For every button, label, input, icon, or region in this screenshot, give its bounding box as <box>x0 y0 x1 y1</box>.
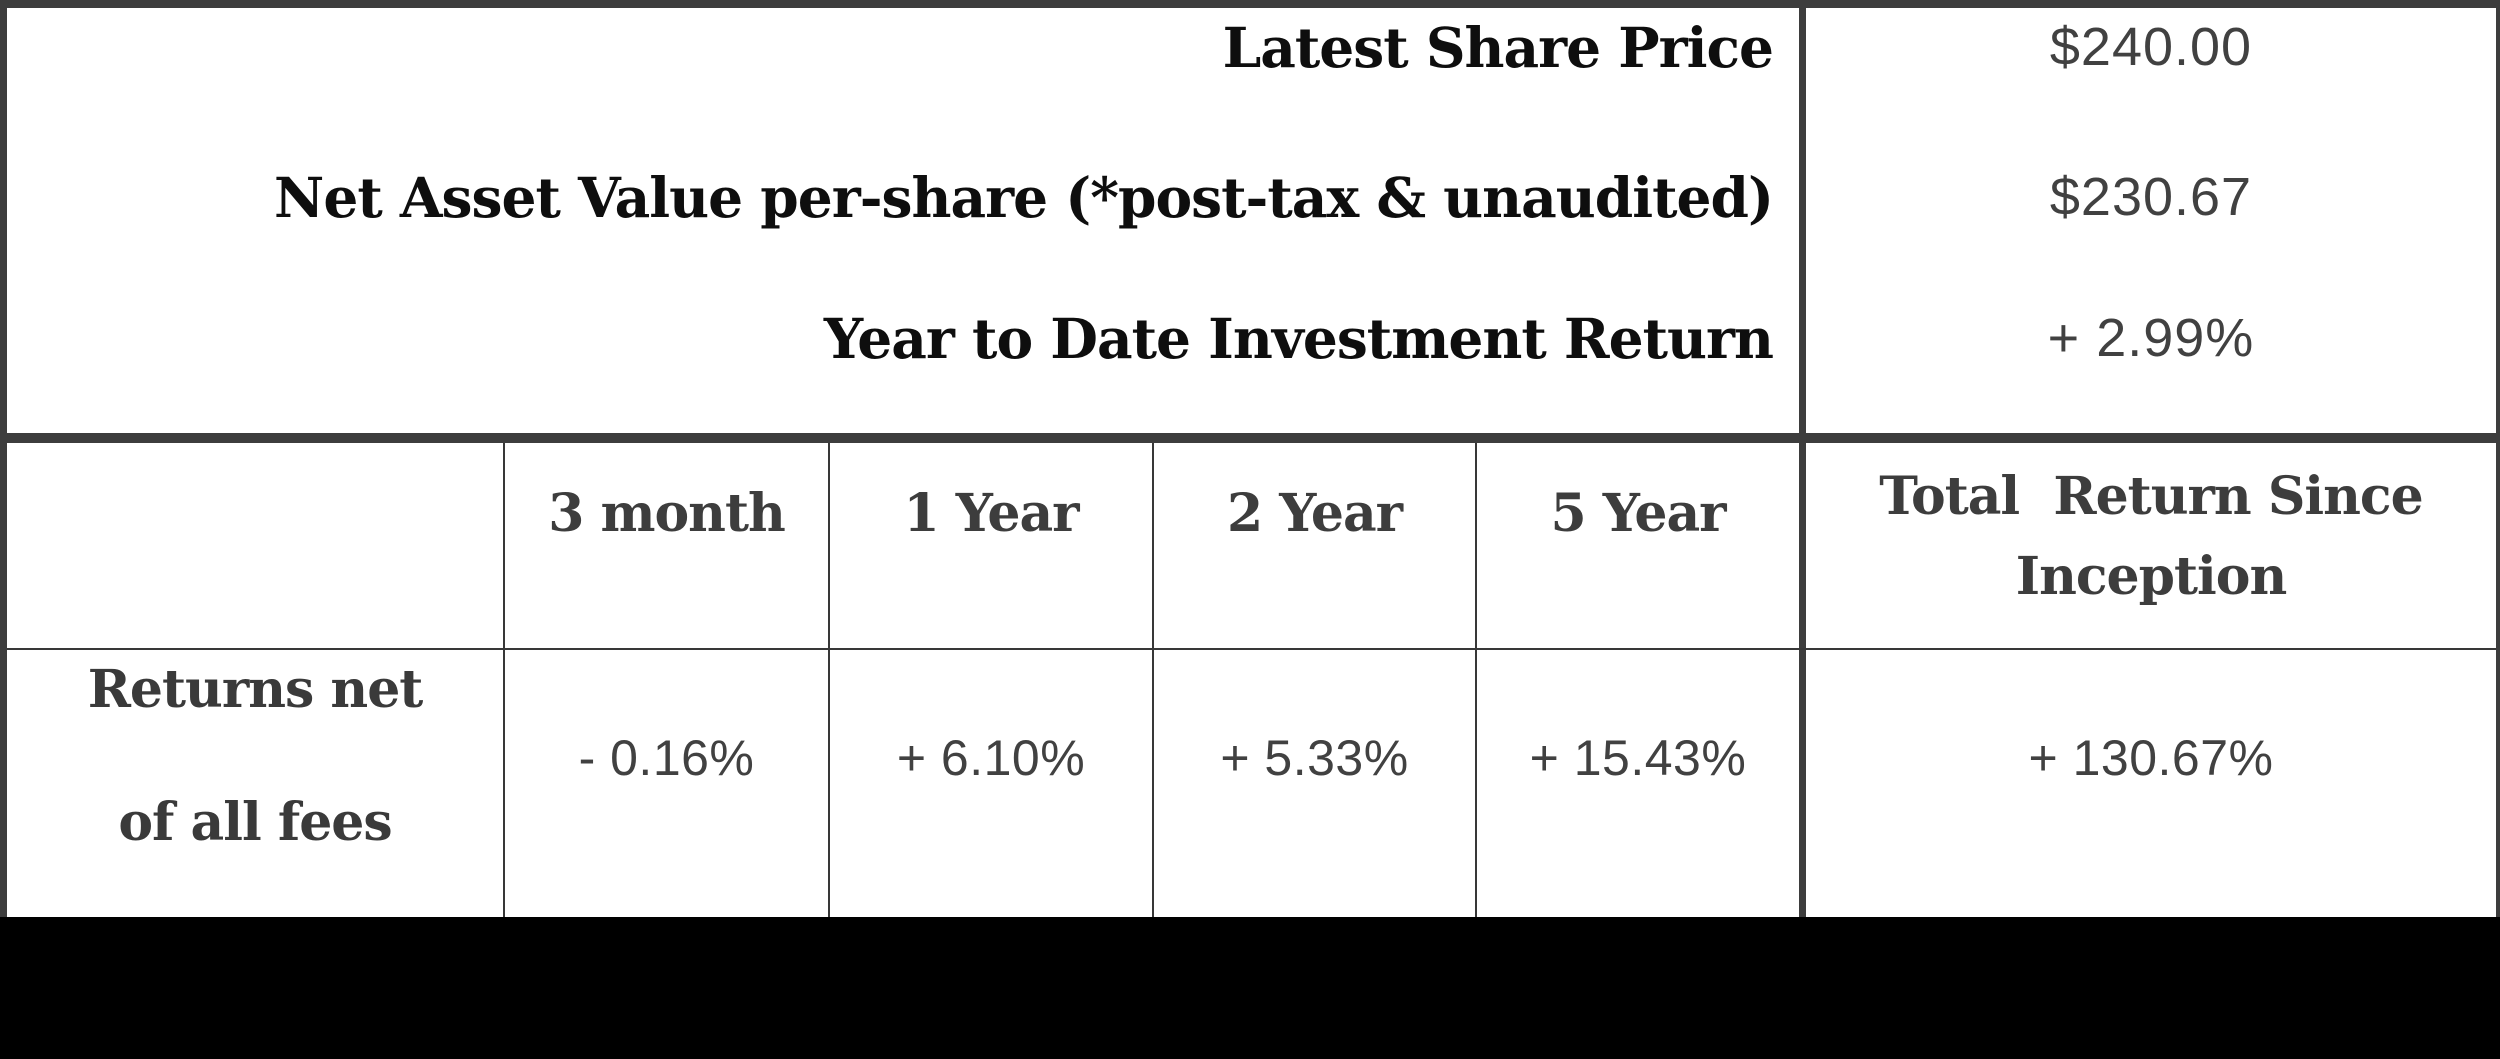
column-divider-1 <box>503 443 505 917</box>
row-header-line1: Returns net <box>87 659 424 720</box>
latest-share-price-label: Latest Share Price <box>1222 14 1774 80</box>
summary-row: Net Asset Value per-share (*post-tax & u… <box>0 155 2500 239</box>
return-value-1-year: + 6.10% <box>896 729 1086 786</box>
nav-per-share-value: $230.67 <box>2049 167 2253 227</box>
column-header-total-return-since-inception: Total Return Since Inception <box>1806 443 2496 648</box>
column-header-5-year: 5 Year <box>1550 483 1726 544</box>
nav-per-share-label: Net Asset Value per-share (*post-tax & u… <box>274 164 1774 230</box>
value-column-divider-vertical <box>1799 8 1806 917</box>
summary-row: Year to Date Investment Return + 2.99% <box>0 296 2500 380</box>
table-header-underline <box>7 648 2496 650</box>
total-header-line2: Inception <box>2015 546 2287 607</box>
outer-border-left <box>0 8 7 917</box>
column-divider-4 <box>1475 443 1477 917</box>
column-header-2-year: 2 Year <box>1226 483 1403 544</box>
ytd-return-value: + 2.99% <box>2047 308 2255 368</box>
outer-border-top <box>0 0 2500 8</box>
black-footer-bar <box>0 917 2500 1059</box>
latest-share-price-value: $240.00 <box>2049 17 2253 77</box>
summary-row: Latest Share Price $240.00 <box>0 5 2500 89</box>
row-header-line2: of all fees <box>118 792 392 853</box>
total-header-line1: Total Return Since <box>1879 466 2423 527</box>
column-divider-3 <box>1152 443 1154 917</box>
return-value-total-since-inception: + 130.67% <box>2028 729 2274 786</box>
section-divider-horizontal <box>0 433 2500 443</box>
outer-border-right <box>2496 8 2500 917</box>
column-header-1-year: 1 Year <box>903 483 1079 544</box>
return-value-3-month: - 0.16% <box>578 729 755 786</box>
return-value-5-year: + 15.43% <box>1529 729 1747 786</box>
column-divider-2 <box>828 443 830 917</box>
return-value-2-year: + 5.33% <box>1220 729 1409 786</box>
ytd-return-label: Year to Date Investment Return <box>823 305 1774 371</box>
column-header-3-month: 3 month <box>548 483 786 544</box>
row-header-returns-net-of-all-fees: Returns net of all fees <box>7 650 503 915</box>
